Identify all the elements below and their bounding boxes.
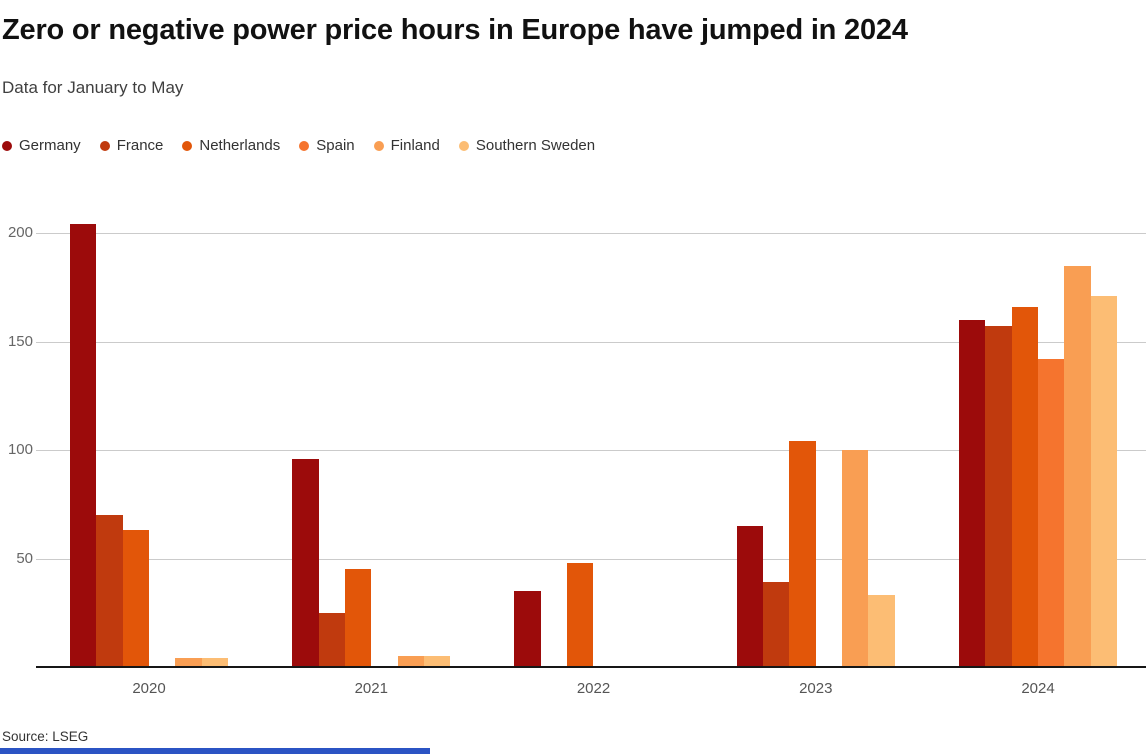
gridline-y-150 xyxy=(36,341,1146,343)
legend-item-france: France xyxy=(99,137,164,154)
bar-2024-spain xyxy=(1038,358,1065,667)
legend-dot-icon xyxy=(373,140,384,151)
footer-accent-bar xyxy=(0,748,430,754)
bar-2021-southern-sweden xyxy=(423,656,451,667)
x-tick-label-2020: 2020 xyxy=(132,680,166,697)
legend-label: Southern Sweden xyxy=(475,137,596,154)
legend-item-netherlands: Netherlands xyxy=(182,137,280,154)
bar-2024-germany xyxy=(958,319,986,667)
bar-2020-france xyxy=(96,515,123,667)
legend-item-germany: Germany xyxy=(2,137,81,154)
legend-label: Germany xyxy=(19,137,81,154)
x-tick-label-2021: 2021 xyxy=(354,680,388,697)
legend-dot-icon xyxy=(299,140,310,151)
legend-dot-icon xyxy=(458,140,469,151)
bar-2023-france xyxy=(763,582,790,667)
legend-dot-icon xyxy=(2,140,12,151)
y-tick-label-50: 50 xyxy=(16,549,33,567)
bar-2023-netherlands xyxy=(789,441,816,667)
bar-2020-finland xyxy=(175,658,202,667)
chart-subtitle: Data for January to May xyxy=(2,78,184,97)
y-tick-label-200: 200 xyxy=(7,224,33,241)
gridline-y-200 xyxy=(36,233,1146,234)
x-tick-label-2023: 2023 xyxy=(799,680,833,697)
legend-dot-icon xyxy=(182,140,193,151)
x-axis-line xyxy=(36,666,1146,668)
bar-2024-france xyxy=(985,326,1012,667)
legend: Germany France Netherlands Spain Finland Sout… xyxy=(2,137,595,154)
bar-2020-germany xyxy=(69,224,97,667)
legend-label: Spain xyxy=(316,137,355,154)
x-tick-label-2024: 2024 xyxy=(1021,680,1055,697)
bar-2021-germany xyxy=(292,458,319,667)
legend-item-southern-sweden: Southern Sweden xyxy=(458,137,596,154)
bar-2022-germany xyxy=(514,591,541,667)
bar-2021-france xyxy=(318,612,345,667)
bar-chart-plot-area: 50 100 150 200 2020 2021 2022 2023 2024 xyxy=(0,212,1146,712)
chart-title: Zero or negative power price hours in Eu… xyxy=(2,14,908,46)
bar-2024-southern-sweden xyxy=(1090,295,1118,667)
bar-2023-southern-sweden xyxy=(868,595,895,667)
bar-2020-southern-sweden xyxy=(201,658,229,667)
bar-2021-netherlands xyxy=(344,569,372,667)
bar-2022-netherlands xyxy=(567,562,594,667)
legend-item-spain: Spain xyxy=(299,137,355,154)
legend-label: Finland xyxy=(390,137,440,154)
bar-2024-netherlands xyxy=(1011,306,1038,667)
bar-2020-netherlands xyxy=(122,530,149,667)
legend-label: Netherlands xyxy=(199,137,281,154)
source-note: Source: LSEG xyxy=(2,729,89,744)
y-tick-label-100: 100 xyxy=(7,441,33,458)
x-tick-label-2022: 2022 xyxy=(576,680,611,697)
bar-2023-germany xyxy=(736,525,764,667)
gridline-y-100 xyxy=(36,450,1146,451)
bar-2024-finland xyxy=(1064,265,1091,667)
bar-2023-finland xyxy=(842,450,869,667)
bar-2021-finland xyxy=(397,656,424,667)
legend-item-finland: Finland xyxy=(373,137,440,154)
legend-label: France xyxy=(116,137,164,154)
legend-dot-icon xyxy=(99,140,110,151)
gridline-y-50 xyxy=(36,558,1146,560)
y-tick-label-150: 150 xyxy=(7,332,33,350)
